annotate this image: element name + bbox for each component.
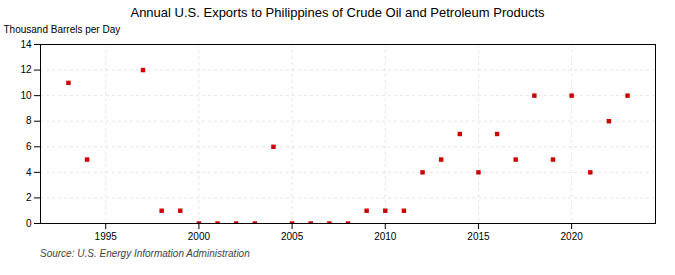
html-text:Annual U.S. Exports to Philipp: Annual U.S. Exports to Philippines of Cr… xyxy=(130,5,545,20)
svg-text:2: 2 xyxy=(26,192,32,203)
svg-text:Thousand Barrels per Day: Thousand Barrels per Day xyxy=(4,24,121,35)
svg-text:4: 4 xyxy=(26,167,32,178)
svg-text:8: 8 xyxy=(26,115,32,126)
svg-text:1995: 1995 xyxy=(95,231,118,242)
svg-text:0: 0 xyxy=(26,218,32,229)
svg-text:14: 14 xyxy=(20,39,32,50)
html-text:Source: U.S. Energy Informatio: Source: U.S. Energy Information Administ… xyxy=(40,248,250,259)
svg-text:2000: 2000 xyxy=(188,231,211,242)
svg-text:12: 12 xyxy=(20,64,32,75)
svg-text:6: 6 xyxy=(26,141,32,152)
svg-text:10: 10 xyxy=(20,90,32,101)
svg-text:2020: 2020 xyxy=(561,231,584,242)
svg-text:2010: 2010 xyxy=(374,231,397,242)
svg-text:2015: 2015 xyxy=(467,231,490,242)
svg-text:2005: 2005 xyxy=(281,231,304,242)
